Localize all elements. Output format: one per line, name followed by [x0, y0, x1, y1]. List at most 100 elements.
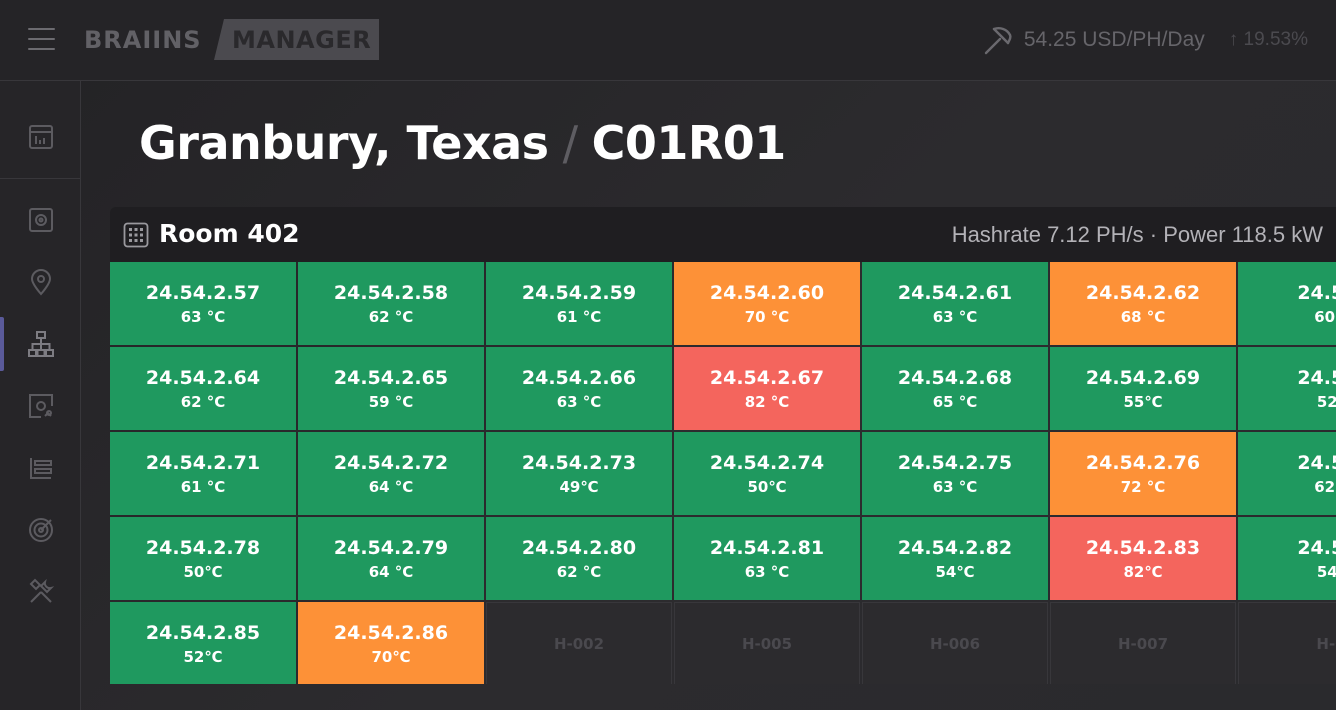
miner-temperature: 63 °C [744, 562, 790, 581]
miner-ip: 24.54.2.57 [145, 281, 261, 304]
sidebar-active-indicator [0, 317, 4, 371]
price-indicator: 54.25 USD/PH/Day ↑ 19.53% [980, 24, 1308, 56]
miner-ip: 24.54.2.62 [1085, 281, 1201, 304]
logo-badge: MANAGER [214, 19, 379, 60]
miner-ip: 24.54.2.61 [897, 281, 1013, 304]
miner-ip: 24.54.2.75 [897, 451, 1013, 474]
breadcrumb-location[interactable]: Granbury, Texas [139, 116, 549, 170]
sidebar-item-list[interactable] [0, 437, 81, 499]
miner-temperature: 64 °C [368, 562, 414, 581]
miner-cell[interactable]: 24.54.2.65 59 °C [298, 347, 484, 430]
price-change: ↑ 19.53% [1228, 29, 1308, 50]
miner-cell[interactable]: 24.54.2.66 63 °C [486, 347, 672, 430]
miner-temperature: 64 °C [368, 477, 414, 496]
miner-cell[interactable]: 24.54.2.78 50℃ [110, 517, 296, 600]
miner-cell[interactable]: 24.54.2.73 49℃ [486, 432, 672, 515]
miner-cell[interactable]: 24.54.2.76 72 °C [1050, 432, 1236, 515]
slot-label: H-002 [553, 634, 605, 653]
sidebar-item-miners[interactable] [0, 189, 81, 251]
sidebar-item-locations[interactable] [0, 251, 81, 313]
miner-temperature: 52° [1316, 392, 1336, 411]
miner-ip: 24.54.2.68 [897, 366, 1013, 389]
miner-temperature: 82 °C [744, 392, 790, 411]
sidebar-item-hierarchy[interactable] [0, 313, 81, 375]
miner-ip: 24.54.2.66 [521, 366, 637, 389]
miner-cell[interactable]: 24.54.2.69 55℃ [1050, 347, 1236, 430]
miner-temperature: 54℃ [935, 562, 975, 581]
miner-cell[interactable]: 24.54.2.68 65 °C [862, 347, 1048, 430]
miner-temperature: 72 °C [1120, 477, 1166, 496]
miner-temperature: 62 ° [1314, 477, 1336, 496]
sidebar-item-dashboard[interactable] [0, 106, 81, 168]
miner-cell[interactable]: 24.54.2.57 63 °C [110, 262, 296, 345]
miner-temperature: 49℃ [559, 477, 599, 496]
miner-cell[interactable]: 24.54.2.61 63 °C [862, 262, 1048, 345]
miner-ip: 24.54.2.58 [333, 281, 449, 304]
miner-temperature: 50℃ [747, 477, 787, 496]
miner-cell[interactable]: 24.54.2.62 68 °C [1050, 262, 1236, 345]
slot-label: H-007 [1117, 634, 1169, 653]
miner-temperature: 62 °C [368, 307, 414, 326]
miner-ip: 24.54. [1297, 281, 1336, 304]
miner-cell[interactable]: 24.54.2.81 63 °C [674, 517, 860, 600]
tools-icon [29, 578, 54, 603]
page-title: Granbury, Texas / C01R01 [139, 116, 786, 170]
miner-cell[interactable]: 24.54.2.59 61 °C [486, 262, 672, 345]
miner-cell[interactable]: 24.54.2.72 64 °C [298, 432, 484, 515]
miner-ip: 24.54.2.65 [333, 366, 449, 389]
miner-ip: 24.54. [1297, 451, 1336, 474]
miner-temperature: 55℃ [1123, 392, 1163, 411]
miner-grid: 24.54.2.57 63 °C 24.54.2.58 62 °C 24.54.2.59… [110, 262, 1336, 684]
miner-cell[interactable]: 24.54.2.80 62 °C [486, 517, 672, 600]
room-header: Room 402 Hashrate 7.12 PH/s · Power 118.… [110, 207, 1336, 262]
miner-ip: 24.54.2.83 [1085, 536, 1201, 559]
miner-ip: 24.54.2.78 [145, 536, 261, 559]
miner-temperature: 82℃ [1123, 562, 1163, 581]
miner-temperature: 70 °C [744, 307, 790, 326]
miner-ip: 24.54. [1297, 366, 1336, 389]
miner-temperature: 62 °C [556, 562, 602, 581]
miner-cell[interactable]: 24.54.2.83 82℃ [1050, 517, 1236, 600]
miner-cell[interactable]: 24.54.2.71 61 °C [110, 432, 296, 515]
miner-temperature: 63 °C [932, 307, 978, 326]
breadcrumb-container: C01R01 [591, 116, 787, 170]
miner-ip: 24.54.2.74 [709, 451, 825, 474]
room-title: Room 402 [159, 219, 300, 248]
miner-ip: 24.54.2.80 [521, 536, 637, 559]
sidebar-item-tools[interactable] [0, 561, 81, 623]
sidebar-item-miner-settings[interactable] [0, 375, 81, 437]
miner-cell[interactable]: 24.54.2.58 62 °C [298, 262, 484, 345]
miner-cell[interactable]: 24.54.2.85 52℃ [110, 602, 296, 684]
miner-cell[interactable]: 24.54.2.79 64 °C [298, 517, 484, 600]
miner-cell[interactable]: 24.54.2.75 63 °C [862, 432, 1048, 515]
miner-cell[interactable]: 24.54.2.64 62 °C [110, 347, 296, 430]
miner-temperature: 68 °C [1120, 307, 1166, 326]
miner-settings-icon [28, 394, 53, 418]
miner-cell[interactable]: 24.54. 62 ° [1238, 432, 1336, 515]
miner-cell[interactable]: 24.54. 54° [1238, 517, 1336, 600]
miner-cell[interactable]: 24.54. 52° [1238, 347, 1336, 430]
miner-cell[interactable]: 24.54.2.60 70 °C [674, 262, 860, 345]
miner-temperature: 54° [1316, 562, 1336, 581]
empty-slot: H-006 [862, 602, 1048, 684]
miner-icon [28, 208, 53, 232]
miner-cell[interactable]: 24.54.2.67 82 °C [674, 347, 860, 430]
miner-temperature: 50℃ [183, 562, 223, 581]
miner-temperature: 65 °C [932, 392, 978, 411]
sidebar-item-target[interactable] [0, 499, 81, 561]
miner-cell[interactable]: 24.54.2.82 54℃ [862, 517, 1048, 600]
miner-cell[interactable]: 24.54.2.86 70℃ [298, 602, 484, 684]
miner-cell[interactable]: 24.54. 60 ° [1238, 262, 1336, 345]
miner-ip: 24.54.2.59 [521, 281, 637, 304]
miner-temperature: 52℃ [183, 647, 223, 666]
miner-cell[interactable]: 24.54.2.74 50℃ [674, 432, 860, 515]
miner-ip: 24.54.2.79 [333, 536, 449, 559]
grid-icon [123, 222, 149, 248]
miner-temperature: 63 °C [932, 477, 978, 496]
hamburger-menu-icon[interactable] [28, 28, 55, 50]
hierarchy-icon [27, 331, 54, 357]
top-bar: BRAIINS MANAGER 54.25 USD/PH/Day ↑ 19.53… [0, 0, 1336, 81]
miner-ip: 24.54.2.85 [145, 621, 261, 644]
sidebar-divider [0, 178, 81, 179]
empty-slot: H-005 [674, 602, 860, 684]
